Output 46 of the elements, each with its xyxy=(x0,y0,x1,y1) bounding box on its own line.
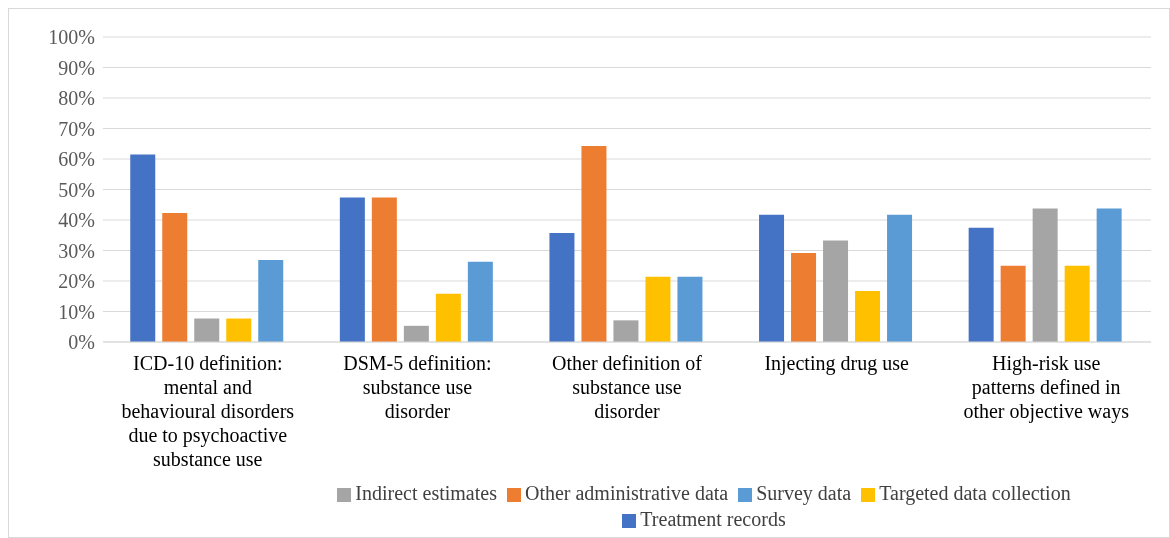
bar xyxy=(339,197,365,342)
bar xyxy=(887,214,913,342)
bar xyxy=(968,227,994,342)
bar xyxy=(1000,265,1026,342)
y-tick-label: 50% xyxy=(58,178,95,201)
bar xyxy=(549,233,575,342)
bar xyxy=(613,320,639,342)
bar xyxy=(759,214,785,342)
bar xyxy=(855,291,881,342)
y-tick-label: 0% xyxy=(68,331,95,354)
bar xyxy=(130,154,156,342)
bar xyxy=(645,276,671,342)
y-tick-label: 100% xyxy=(48,26,95,49)
bar xyxy=(1096,208,1122,342)
bar xyxy=(435,293,461,342)
bar xyxy=(1064,265,1090,342)
bar xyxy=(371,197,397,342)
bar xyxy=(403,325,429,342)
bar xyxy=(258,259,284,342)
y-tick-label: 40% xyxy=(58,209,95,232)
y-tick-label: 30% xyxy=(58,239,95,262)
y-tick-label: 10% xyxy=(58,300,95,323)
bar xyxy=(791,252,817,342)
bar xyxy=(581,145,607,342)
y-tick-label: 60% xyxy=(58,148,95,171)
bar xyxy=(194,318,220,342)
legend-label: Other administrative data xyxy=(524,482,729,504)
bar xyxy=(226,318,252,342)
bar xyxy=(1032,208,1058,342)
y-tick-label: 90% xyxy=(58,56,95,79)
y-tick-label: 80% xyxy=(58,87,95,110)
bar xyxy=(677,276,703,342)
x-tick-label: High-risk use patterns defined in other objective ways xyxy=(963,352,1130,423)
bar xyxy=(162,212,188,342)
legend-label: Targeted data collection xyxy=(879,482,1071,504)
x-tick-label: DSM-5 definition: substance use disorder xyxy=(343,352,492,422)
legend-label: Indirect estimates xyxy=(355,482,497,504)
x-tick-label: Other definition of substance use disorder xyxy=(552,352,703,422)
legend-label: Treatment records xyxy=(640,508,786,530)
x-tick-label: Injecting drug use xyxy=(764,352,909,375)
y-tick-label: 70% xyxy=(58,117,95,140)
bar xyxy=(467,261,493,342)
bar xyxy=(823,240,849,342)
legend-label: Survey data xyxy=(756,482,852,504)
y-tick-label: 20% xyxy=(58,270,95,293)
x-tick-label: ICD-10 definition: mental and behavioural disorders due to psychoactive substance use xyxy=(121,352,295,470)
